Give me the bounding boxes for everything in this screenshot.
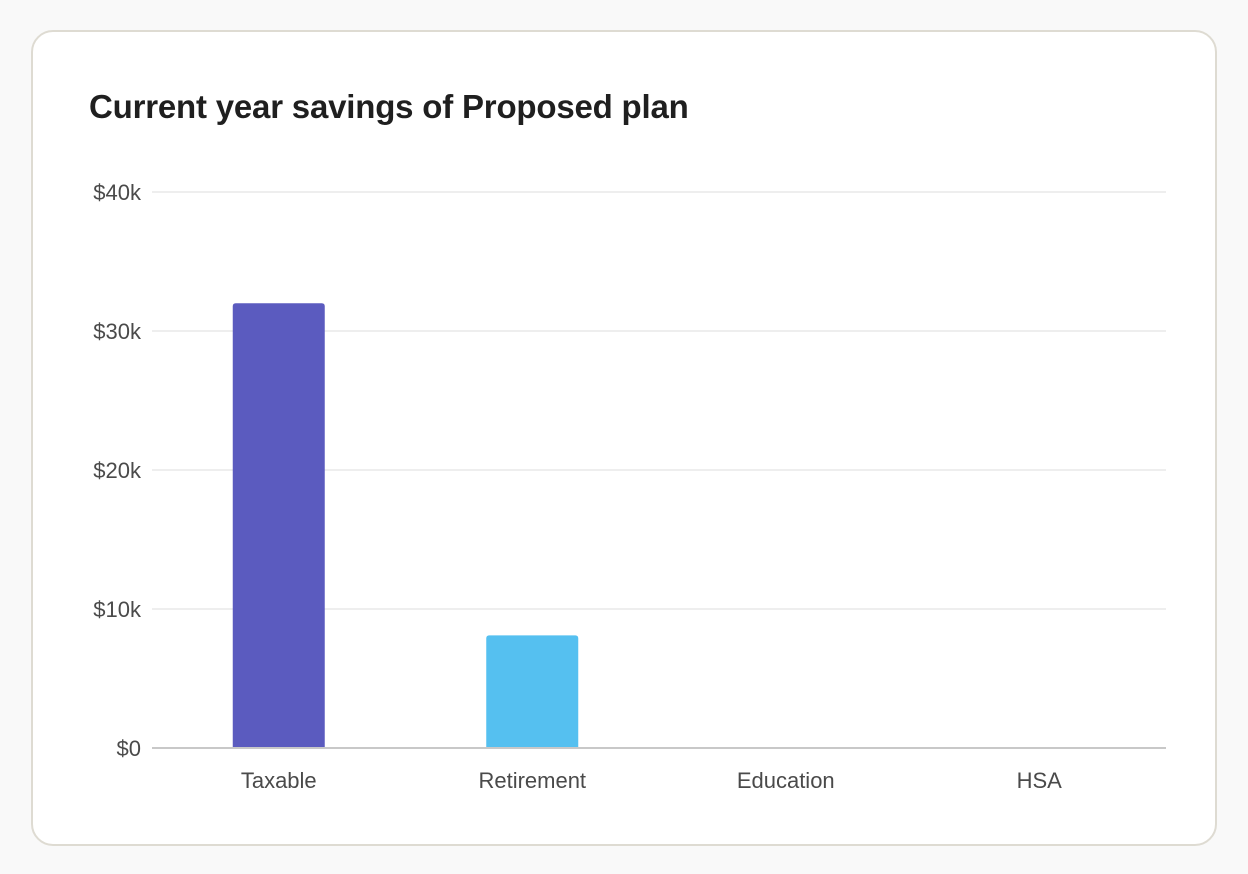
bar-chart: $0 $10k $20k $30k $40k Taxable Retirement Educ… <box>93 180 1166 793</box>
y-tick-label: $30k <box>93 319 142 344</box>
chart-card: Current year savings of Proposed plan $0… <box>31 30 1217 846</box>
x-axis-labels: Taxable Retirement Education HSA <box>241 768 1062 793</box>
x-tick-label: Retirement <box>478 768 586 793</box>
y-tick-label: $10k <box>93 597 142 622</box>
y-axis-ticks: $0 $10k $20k $30k $40k <box>93 180 142 761</box>
y-tick-label: $20k <box>93 458 142 483</box>
bar-taxable[interactable] <box>232 303 325 748</box>
bar-retirement[interactable] <box>486 635 579 748</box>
bars <box>232 303 579 748</box>
y-tick-label: $40k <box>93 180 142 205</box>
chart-title: Current year savings of Proposed plan <box>89 88 689 125</box>
x-tick-label: Taxable <box>241 768 317 793</box>
y-tick-label: $0 <box>117 736 141 761</box>
x-tick-label: Education <box>737 768 835 793</box>
x-tick-label: HSA <box>1017 768 1063 793</box>
